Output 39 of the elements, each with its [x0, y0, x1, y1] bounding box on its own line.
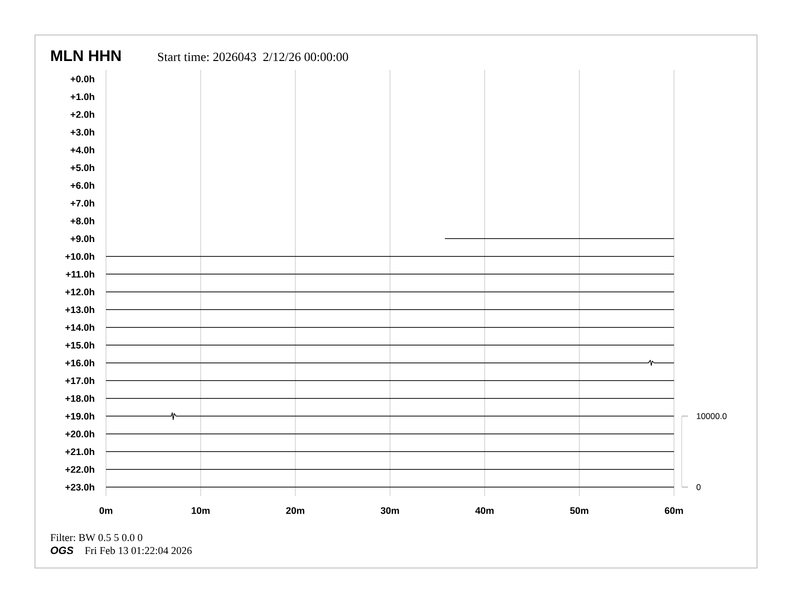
chart-title: MLN HHN	[51, 50, 121, 61]
y-tick-label: +8.0h	[70, 217, 94, 224]
y-tick-label: +23.0h	[65, 484, 94, 491]
y-tick-label: +18.0h	[65, 394, 94, 402]
x-tick-label: 10m	[192, 507, 210, 514]
text: OGS	[50, 546, 74, 554]
y-tick-label: +9.0h	[70, 235, 94, 242]
y-tick-label: +21.0h	[65, 448, 94, 456]
y-tick-label: +2.0h	[70, 110, 94, 118]
y-tick-label: +13.0h	[65, 306, 94, 314]
y-tick-label: +3.0h	[70, 128, 94, 136]
text: Fri Feb 13 01:22:04 2026	[84, 546, 192, 554]
x-tick-label: 40m	[475, 507, 494, 514]
y-tick-label: +15.0h	[65, 342, 94, 349]
y-tick-label: +20.0h	[65, 430, 94, 438]
text: Filter: BW 0.5 5 0.0 0	[50, 534, 142, 542]
y-tick-label: +16.0h	[65, 359, 94, 366]
y2-tick-label: 0	[696, 484, 701, 490]
y-tick-label: +12.0h	[65, 288, 94, 296]
y-tick-label: +6.0h	[70, 182, 94, 189]
y-tick-label: +14.0h	[65, 324, 94, 331]
y-tick-label: +19.0h	[65, 412, 94, 420]
chart-subtitle: Start time: 2026043 2/12/26 00:00:00	[158, 52, 348, 62]
y-tick-label: +17.0h	[65, 377, 94, 384]
y-tick-label: +5.0h	[70, 164, 94, 172]
y-tick-label: +22.0h	[65, 466, 94, 473]
y-tick-label: +0.0h	[70, 75, 94, 82]
x-tick-label: 50m	[570, 507, 588, 514]
x-tick-label: 0m	[100, 507, 112, 514]
y-tick-label: +11.0h	[66, 270, 94, 278]
y-tick-label: +7.0h	[70, 200, 94, 207]
x-tick-label: 20m	[286, 507, 304, 514]
x-tick-label: 30m	[380, 507, 399, 514]
y-tick-label: +1.0h	[70, 93, 94, 100]
y-tick-label: +4.0h	[70, 146, 94, 154]
x-tick-label: 60m	[664, 507, 683, 514]
y2-tick-label: 10000.0	[696, 413, 727, 420]
line-series	[106, 412, 674, 420]
y-tick-label: +10.0h	[65, 252, 94, 260]
